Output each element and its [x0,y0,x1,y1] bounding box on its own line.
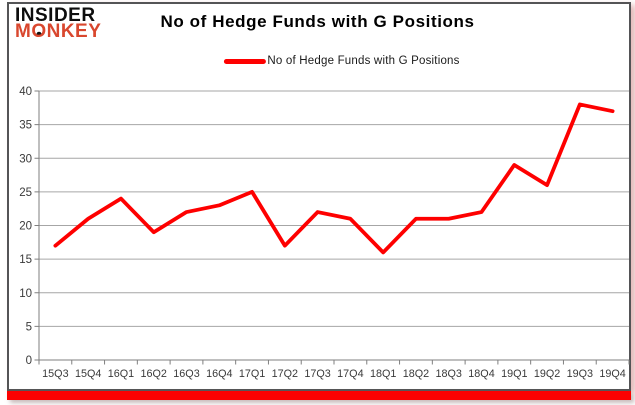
legend-label: No of Hedge Funds with G Positions [267,55,460,67]
y-axis-tick-label: 25 [19,187,32,199]
x-axis-tick-label: 19Q3 [567,368,593,380]
x-axis-tick-label: 15Q4 [75,368,101,380]
x-axis-tick-label: 18Q3 [436,368,462,380]
x-axis-tick-label: 15Q3 [42,368,68,380]
card-bottom-red-bar [7,391,631,400]
x-axis-tick-label: 19Q4 [599,368,625,380]
x-axis-tick-label: 17Q3 [304,368,330,380]
y-axis-tick-label: 0 [26,355,32,367]
y-axis-tick-label: 30 [19,153,32,165]
y-axis-tick-label: 15 [19,254,32,266]
chart-legend: No of Hedge Funds with G Positions [223,55,459,67]
x-axis-tick-label: 19Q2 [534,368,560,380]
x-axis-tick-label: 16Q2 [141,368,167,380]
y-axis-tick-label: 35 [19,120,32,132]
x-axis-tick-label: 17Q4 [337,368,363,380]
x-axis-tick-label: 17Q2 [272,368,298,380]
legend-line-swatch [223,58,266,64]
logo-monkey-text: MONKEY [15,21,102,43]
x-axis-tick-label: 16Q3 [173,368,199,380]
chart-title: No of Hedge Funds with G Positions [160,12,475,31]
x-axis-tick-label: 18Q4 [468,368,494,380]
insider-monkey-logo: INSIDER MONKEY [15,5,102,43]
x-axis-tick-label: 16Q4 [206,368,232,380]
y-axis-tick-label: 20 [19,221,32,233]
data-series-line [53,102,615,255]
y-axis-tick-label: 40 [19,86,32,98]
x-axis-tick-label: 18Q1 [370,368,396,380]
x-axis-tick-label: 17Q1 [239,368,265,380]
x-axis-tick-label: 16Q1 [108,368,134,380]
logo-insider-text: INSIDER [15,5,96,26]
y-axis-tick-label: 10 [19,288,32,300]
y-axis-tick-label: 5 [26,321,32,333]
x-axis-tick-label: 18Q2 [403,368,429,380]
x-axis-tick-label: 19Q1 [501,368,527,380]
